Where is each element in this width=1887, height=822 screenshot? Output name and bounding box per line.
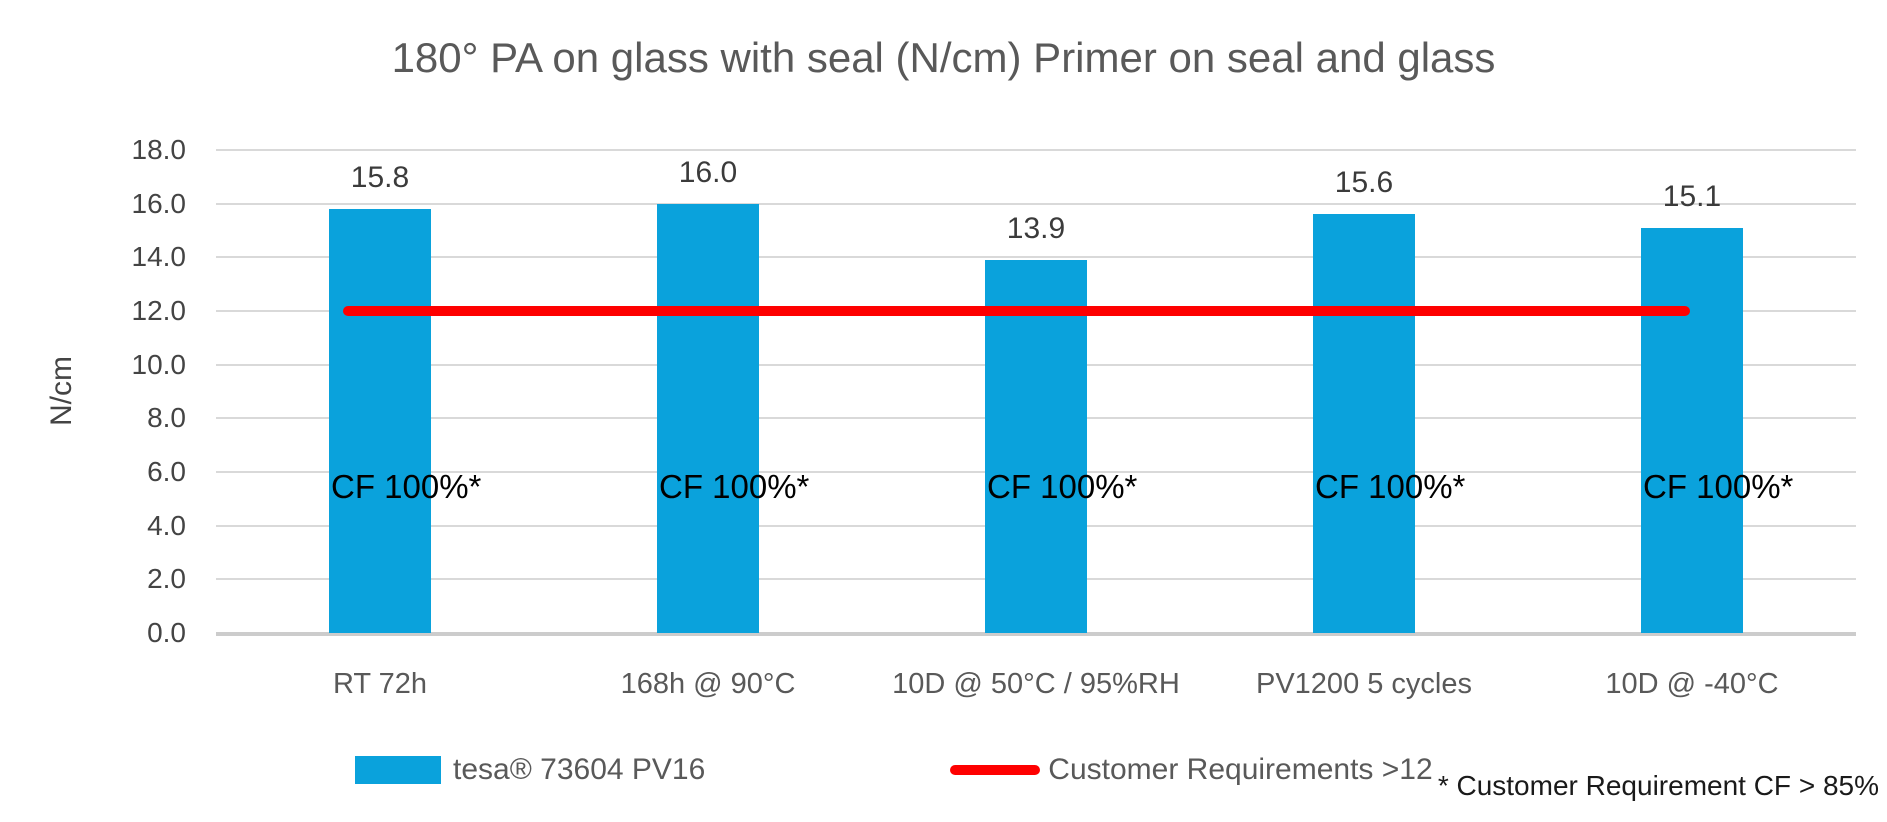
legend-item: tesa® 73604 PV16	[355, 753, 705, 787]
bar-10D @ 50°C / 95%RH	[985, 260, 1087, 633]
x-category-label: PV1200 5 cycles	[1255, 668, 1473, 700]
bar-value-label: 13.9	[1006, 212, 1066, 246]
x-category-label: 168h @ 90°C	[620, 668, 796, 700]
bar-annotation-cf: CF 100%*	[659, 468, 810, 505]
x-category-label: RT 72h	[332, 668, 428, 700]
gridline-y0.0	[216, 632, 1856, 636]
bar-value-label: 15.8	[350, 161, 410, 195]
y-tick-label: 2.0	[147, 563, 186, 595]
bar-168h @ 90°C	[657, 203, 759, 633]
legend-swatch-line	[950, 765, 1041, 775]
chart-title: 180° PA on glass with seal (N/cm) Primer…	[391, 34, 1496, 81]
bar-annotation-cf: CF 100%*	[1315, 468, 1466, 505]
x-category-label: 10D @ -40°C	[1605, 668, 1779, 700]
y-tick-label: 14.0	[131, 241, 187, 273]
bar-annotation-cf: CF 100%*	[331, 468, 482, 505]
gridline-y14.0	[216, 256, 1856, 259]
bar-value-label: 16.0	[678, 155, 738, 189]
reference-line	[343, 306, 1690, 316]
plot-area: 15.8 CF 100%* 16.0 CF 100%* 13.9 CF 100%* 15.6…	[216, 149, 1856, 636]
y-tick-label: 8.0	[147, 402, 186, 434]
bar-value-label: 15.6	[1334, 166, 1394, 200]
bar-RT 72h	[329, 209, 431, 633]
bar-10D @ -40°C	[1641, 227, 1743, 633]
gridline-y18.0	[216, 149, 1856, 151]
bar-annotation-cf: CF 100%*	[987, 468, 1138, 505]
gridline-y16.0	[216, 202, 1856, 205]
legend-swatch-bar	[355, 756, 441, 784]
y-tick-label: 6.0	[147, 456, 186, 487]
legend-item: Customer Requirements >12	[950, 753, 1433, 787]
legend: tesa® 73604 PV16 Customer Requirements >1…	[355, 753, 1433, 787]
bar-annotation-cf: CF 100%*	[1643, 468, 1794, 505]
x-category-label: 10D @ 50°C / 95%RH	[892, 668, 1180, 700]
bar-PV1200 5 cycles	[1313, 214, 1415, 633]
bar-value-label: 15.1	[1662, 179, 1722, 213]
footnote: * Customer Requirement CF > 85%	[1437, 770, 1879, 801]
y-tick-label: 16.0	[131, 187, 187, 219]
y-tick-label: 4.0	[147, 509, 186, 541]
legend-label: tesa® 73604 PV16	[453, 753, 706, 786]
y-tick-label: 0.0	[147, 617, 186, 648]
y-tick-label: 12.0	[131, 295, 187, 326]
y-tick-label: 10.0	[131, 348, 187, 380]
y-axis-title: N/cm	[45, 356, 78, 426]
legend-label: Customer Requirements >12	[1048, 753, 1433, 786]
y-tick-label: 18.0	[131, 134, 187, 165]
